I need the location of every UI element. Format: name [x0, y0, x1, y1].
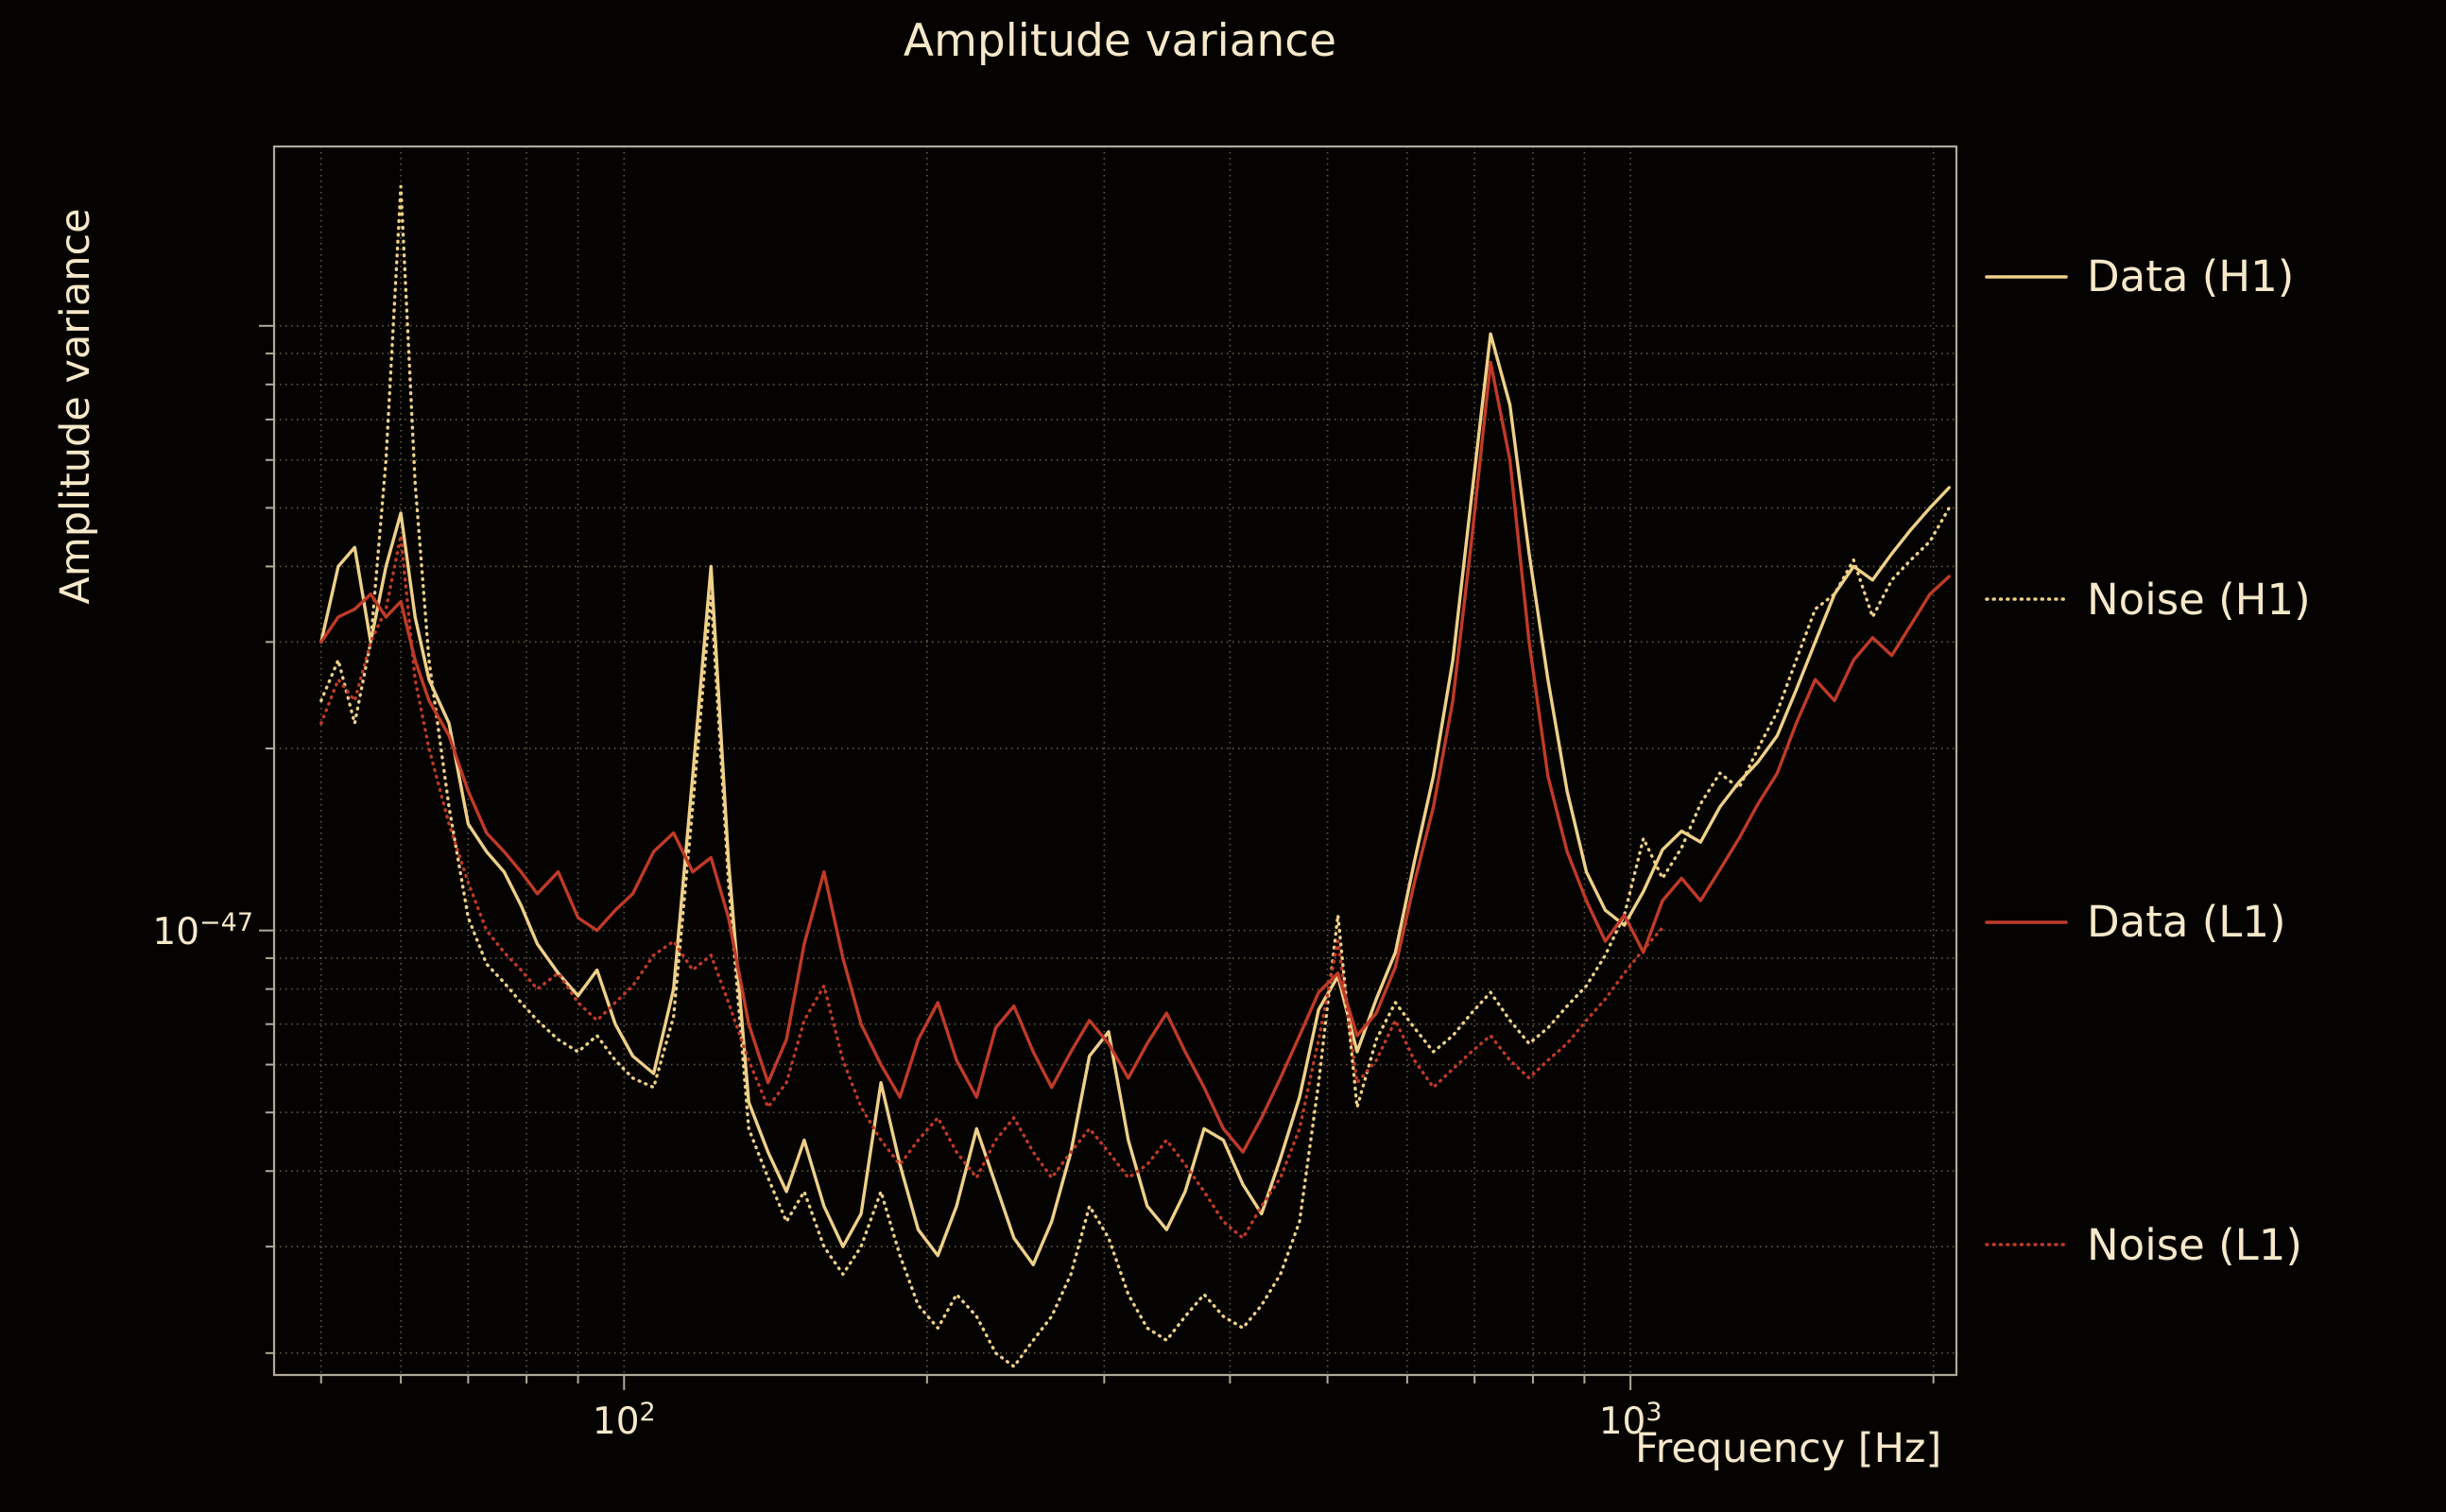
legend-label: Data (L1)	[2087, 897, 2286, 948]
legend-label: Data (H1)	[2087, 251, 2295, 301]
tick-exponent: 2	[639, 1398, 656, 1427]
legend-line-sample	[1985, 274, 2068, 279]
legend-label: Noise (H1)	[2087, 574, 2311, 625]
plot-frame	[272, 145, 1958, 1377]
series-line-noise-l1	[319, 534, 1664, 1240]
legend-entry-noise-l1: Noise (L1)	[1985, 1220, 2311, 1270]
tick-base: 10	[1598, 1400, 1646, 1443]
legend-line-sample	[1985, 1243, 2068, 1247]
x-tick-label: 102	[593, 1398, 656, 1443]
legend-line-sample	[1985, 597, 2068, 601]
tick-exponent: 3	[1645, 1398, 1662, 1427]
x-tick-label: 103	[1599, 1398, 1662, 1443]
y-tick-label: 10−47	[152, 908, 253, 954]
x-axis-label: Frequency [Hz]	[1635, 1425, 1942, 1472]
tick-base: 10	[592, 1400, 640, 1443]
legend-entry-data-h1: Data (H1)	[1985, 251, 2311, 301]
legend-label: Noise (L1)	[2087, 1219, 2302, 1270]
legend-line-sample	[1985, 920, 2068, 924]
series-line-data-h1	[319, 332, 1951, 1266]
series-line-data-l1	[319, 360, 1951, 1154]
chart-title: Amplitude variance	[903, 15, 1337, 67]
axis-ticks	[259, 324, 1935, 1390]
legend-entry-data-l1: Data (L1)	[1985, 897, 2311, 947]
series-line-noise-h1	[319, 184, 1951, 1368]
tick-exponent: −47	[199, 907, 253, 937]
legend: Data (H1) Noise (H1) Data (L1) Noise (L1)	[1985, 251, 2311, 1270]
tick-base: 10	[152, 910, 200, 954]
legend-entry-noise-h1: Noise (H1)	[1985, 575, 2311, 625]
grid-lines	[274, 146, 1956, 1375]
